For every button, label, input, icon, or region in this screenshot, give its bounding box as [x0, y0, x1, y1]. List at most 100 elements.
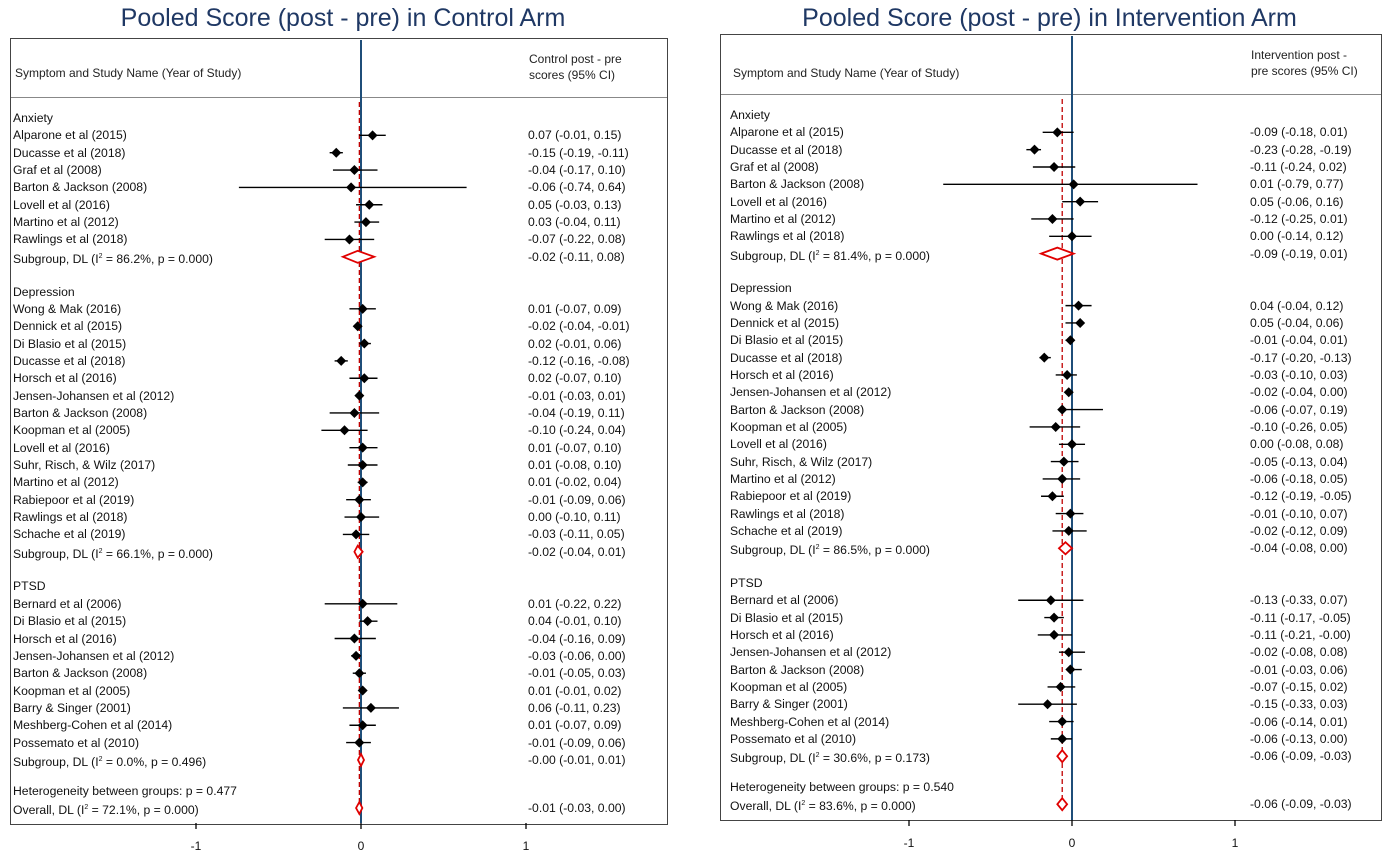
group-heading: Anxiety	[13, 111, 53, 125]
point-estimate	[346, 182, 357, 193]
group-heading: Anxiety	[730, 108, 770, 122]
point-estimate	[344, 234, 355, 245]
study-ci-text: -0.06 (-0.18, 0.05)	[1250, 471, 1348, 486]
point-estimate	[1029, 144, 1040, 155]
squared-superscript: 2	[98, 252, 103, 260]
pooled-label-prefix: Subgroup, DL (I	[13, 755, 99, 769]
point-estimate	[349, 633, 360, 644]
subgroup-ci-text: -0.02 (-0.04, 0.01)	[528, 544, 626, 559]
point-estimate	[1049, 161, 1060, 172]
point-estimate	[1075, 196, 1086, 207]
study-ci-text: -0.04 (-0.17, 0.10)	[528, 163, 626, 178]
point-estimate	[357, 460, 368, 470]
pooled-label-prefix: Subgroup, DL (I	[730, 543, 816, 558]
study-ci-text: -0.04 (-0.19, 0.11)	[528, 405, 625, 420]
study-ci-text: 0.05 (-0.03, 0.13)	[528, 197, 622, 212]
study-label: Possemato et al (2010)	[730, 731, 857, 746]
study-ci-text: -0.03 (-0.06, 0.00)	[528, 648, 626, 663]
forest-plot-frame: Symptom and Study Name (Year of Study) C…	[10, 38, 668, 825]
study-ci-text: 0.01 (-0.02, 0.04)	[528, 475, 622, 490]
study-label: Bernard et al (2006)	[13, 596, 122, 611]
x-tick-label: -1	[903, 836, 915, 850]
study-ci-text: 0.01 (-0.07, 0.09)	[528, 301, 622, 316]
study-ci-text: 0.04 (-0.01, 0.10)	[528, 614, 622, 629]
study-label: Rawlings et al (2018)	[13, 232, 128, 247]
point-estimate	[1047, 491, 1058, 502]
point-estimate	[336, 355, 347, 366]
group-heading: PTSD	[730, 575, 763, 590]
point-estimate	[354, 390, 365, 401]
study-ci-text: 0.01 (-0.07, 0.09)	[528, 718, 622, 733]
chart-title: Pooled Score (post - pre) in Interventio…	[802, 4, 1297, 32]
squared-superscript: 2	[98, 755, 103, 763]
study-label: Lovell et al (2016)	[13, 440, 110, 455]
study-ci-text: 0.00 (-0.08, 0.08)	[1250, 437, 1344, 452]
x-tick-label: 1	[1231, 836, 1239, 850]
study-ci-text: 0.05 (-0.06, 0.16)	[1250, 194, 1344, 209]
study-label: Martino et al (2012)	[13, 215, 119, 230]
pooled-label-suffix: = 86.5%, p = 0.000)	[819, 543, 930, 558]
header-separator	[721, 94, 1381, 95]
study-label: Meshberg-Cohen et al (2014)	[13, 718, 173, 733]
study-label: Jensen-Johansen et al (2012)	[13, 388, 175, 403]
point-estimate	[1057, 716, 1068, 727]
study-label: Dennick et al (2015)	[730, 315, 840, 330]
point-estimate	[349, 407, 360, 418]
study-ci-text: -0.01 (-0.03, 0.06)	[1250, 662, 1348, 677]
study-ci-text: -0.03 (-0.10, 0.03)	[1250, 367, 1348, 382]
study-ci-text: -0.01 (-0.05, 0.03)	[528, 666, 626, 681]
point-estimate	[1065, 508, 1076, 519]
study-label: Ducasse et al (2018)	[730, 350, 843, 365]
study-label: Jensen-Johansen et al (2012)	[13, 648, 175, 663]
study-ci-text: -0.06 (-0.07, 0.19)	[1250, 402, 1348, 417]
point-estimate	[1067, 231, 1077, 242]
squared-superscript: 2	[98, 547, 103, 555]
squared-superscript: 2	[815, 752, 820, 760]
study-label: Horsch et al (2016)	[13, 631, 117, 646]
study-label: Suhr, Risch, & Wilz (2017)	[13, 458, 156, 472]
subgroup-label: Subgroup, DL (I2 = 66.1%, p = 0.000)	[13, 544, 213, 562]
subgroup-label: Subgroup, DL (I2 = 0.0%, p = 0.496)	[13, 752, 206, 770]
overall-ci-text: -0.01 (-0.03, 0.00)	[528, 801, 626, 815]
pooled-label-suffix: = 72.1%, p = 0.000)	[88, 803, 199, 818]
point-estimate	[1057, 473, 1068, 484]
subgroup-ci-text: -0.02 (-0.11, 0.08)	[528, 249, 625, 264]
header-separator	[11, 97, 667, 98]
squared-superscript: 2	[801, 800, 806, 808]
squared-superscript: 2	[815, 544, 820, 552]
study-ci-text: 0.03 (-0.04, 0.11)	[528, 215, 621, 230]
study-ci-text: 0.00 (-0.10, 0.11)	[528, 510, 621, 525]
study-column-header: Symptom and Study Name (Year of Study)	[15, 66, 242, 80]
point-estimate	[1067, 439, 1077, 450]
study-ci-text: 0.04 (-0.04, 0.12)	[1250, 298, 1344, 313]
point-estimate	[357, 720, 368, 731]
study-ci-text: -0.01 (-0.03, 0.01)	[528, 388, 626, 403]
chart-title: Pooled Score (post - pre) in Control Arm	[120, 4, 566, 32]
subgroup-diamond	[1056, 748, 1069, 764]
study-label: Barton & Jackson (2008)	[13, 405, 148, 420]
study-ci-text: 0.01 (-0.08, 0.10)	[528, 458, 622, 472]
study-ci-text: 0.07 (-0.01, 0.15)	[528, 128, 622, 143]
study-label: Alparone et al (2015)	[730, 125, 844, 140]
study-ci-text: -0.06 (-0.74, 0.64)	[528, 180, 626, 195]
study-ci-text: -0.11 (-0.24, 0.02)	[1250, 159, 1347, 174]
forest-plot-area	[908, 36, 1236, 826]
point-estimate	[1045, 595, 1056, 606]
point-estimate	[351, 529, 362, 540]
group-heading: Depression	[730, 281, 792, 296]
subgroup-label: Subgroup, DL (I2 = 30.6%, p = 0.173)	[730, 748, 930, 766]
point-estimate	[1068, 179, 1079, 190]
study-label: Alparone et al (2015)	[13, 128, 127, 143]
point-estimate	[1039, 352, 1050, 363]
point-estimate	[362, 616, 373, 627]
subgroup-label: Subgroup, DL (I2 = 86.5%, p = 0.000)	[730, 540, 930, 558]
study-label: Di Blasio et al (2015)	[13, 336, 127, 351]
study-ci-text: -0.09 (-0.18, 0.01)	[1250, 125, 1348, 140]
study-label: Graf et al (2008)	[13, 163, 102, 178]
pooled-label-suffix: = 0.0%, p = 0.496)	[102, 755, 207, 769]
study-label: Barton & Jackson (2008)	[730, 662, 865, 677]
pooled-label-suffix: = 66.1%, p = 0.000)	[102, 546, 213, 561]
point-estimate	[1047, 213, 1058, 224]
study-ci-text: -0.04 (-0.16, 0.09)	[528, 631, 626, 646]
study-ci-text: -0.07 (-0.22, 0.08)	[528, 232, 626, 247]
